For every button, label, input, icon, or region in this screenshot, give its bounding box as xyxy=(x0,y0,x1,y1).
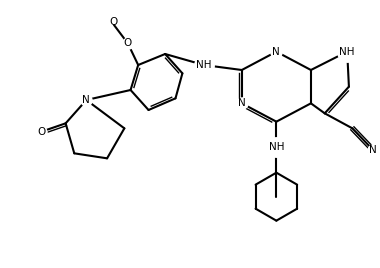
Text: NH: NH xyxy=(339,47,355,57)
Text: NH: NH xyxy=(269,142,284,152)
Text: O: O xyxy=(124,38,132,48)
Text: N: N xyxy=(82,95,90,105)
Text: N: N xyxy=(272,47,280,57)
Text: N: N xyxy=(272,47,280,57)
Text: N: N xyxy=(238,98,246,108)
Text: O: O xyxy=(37,127,46,137)
Text: O: O xyxy=(110,17,118,27)
Text: NH: NH xyxy=(196,60,212,70)
Text: N: N xyxy=(369,145,377,155)
